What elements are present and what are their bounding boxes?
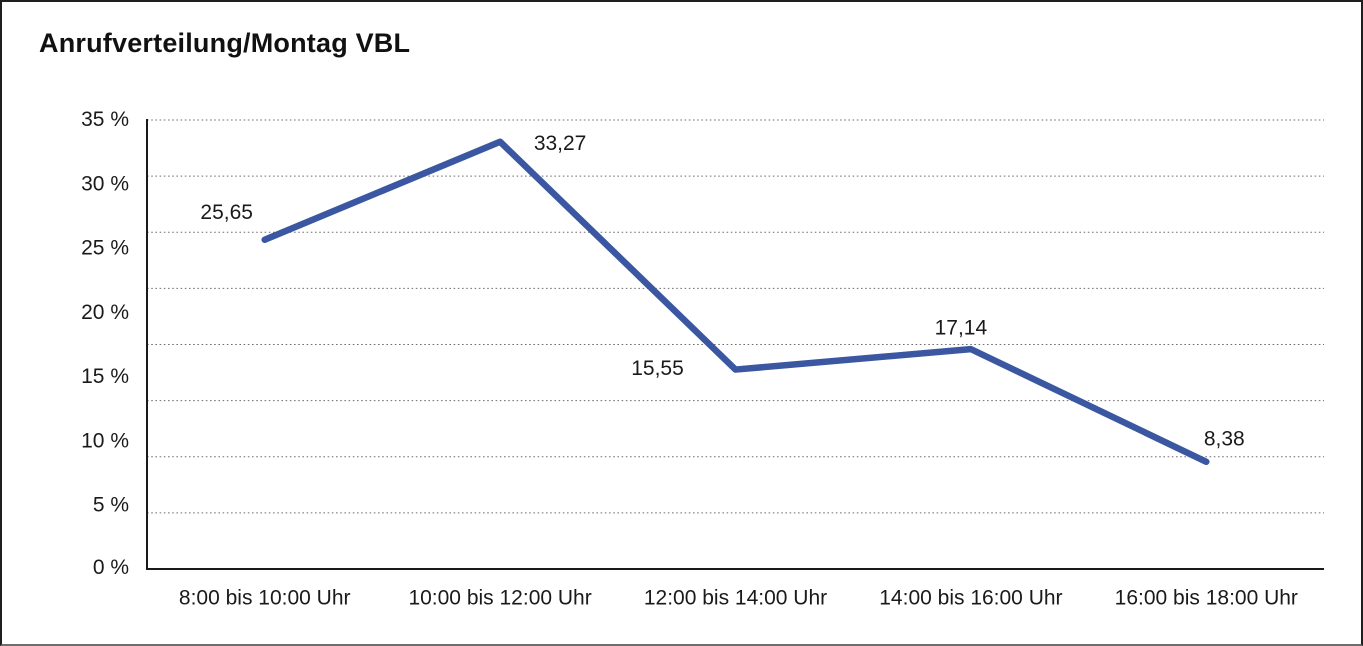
- x-category-label: 16:00 bis 18:00 Uhr: [1115, 587, 1298, 610]
- y-tick-label: 0 %: [93, 556, 129, 579]
- data-point-label: 17,14: [935, 317, 988, 340]
- y-tick-label: 25 %: [81, 237, 129, 260]
- x-category-label: 12:00 bis 14:00 Uhr: [644, 587, 827, 610]
- y-tick-label: 5 %: [93, 494, 129, 517]
- y-tick-label: 30 %: [81, 172, 129, 195]
- data-point-label: 8,38: [1204, 427, 1245, 450]
- chart-title: Anrufverteilung/Montag VBL: [39, 28, 411, 58]
- data-point-label: 25,65: [200, 201, 253, 224]
- x-category-label: 10:00 bis 12:00 Uhr: [408, 587, 591, 610]
- y-tick-label: 15 %: [81, 365, 129, 388]
- y-tick-label: 20 %: [81, 301, 129, 324]
- series-line: [261, 138, 1210, 466]
- y-tick-label: 35 %: [81, 108, 129, 131]
- y-tick-label: 10 %: [81, 429, 129, 452]
- data-point-label: 33,27: [534, 132, 587, 155]
- x-category-label: 8:00 bis 10:00 Uhr: [179, 587, 351, 610]
- data-point-label: 15,55: [631, 357, 684, 380]
- x-category-label: 14:00 bis 16:00 Uhr: [879, 587, 1062, 610]
